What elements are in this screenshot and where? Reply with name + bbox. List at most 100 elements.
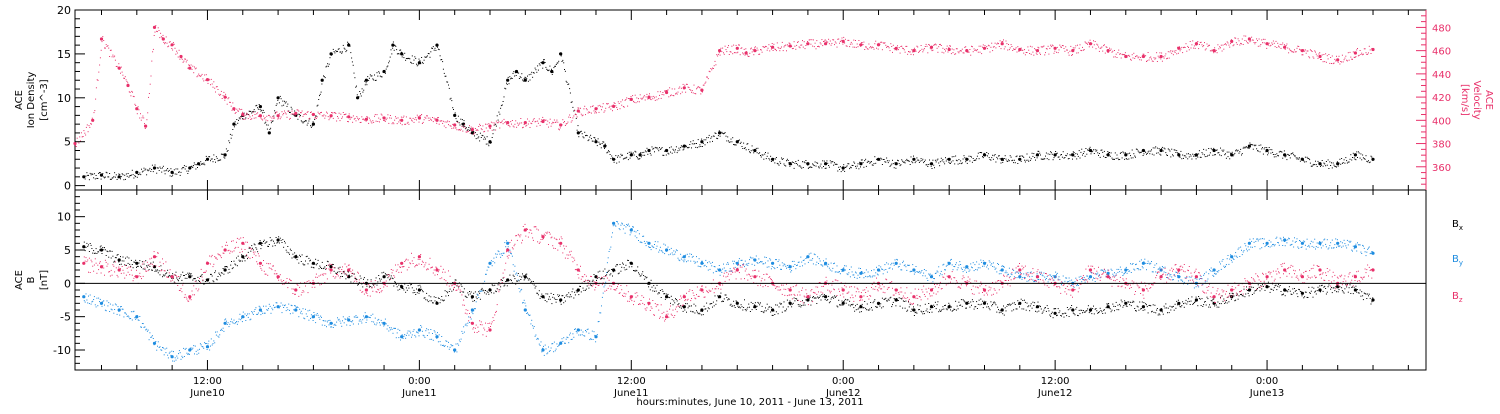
velocity-point [100, 37, 103, 40]
bottom-ylabel-line-3: [nT] [39, 270, 50, 290]
velocity-point [277, 114, 280, 117]
top-y-tick-label: 0 [64, 180, 71, 193]
top-y2label-line-2: Velocity [1471, 80, 1482, 119]
bz-point [188, 295, 191, 298]
ion-density-point [506, 79, 509, 82]
velocity-point [824, 42, 827, 45]
bz-point [1318, 268, 1321, 271]
by-point [506, 242, 509, 245]
bx-point [842, 302, 845, 305]
bottom-y-tick-label: 10 [57, 211, 71, 224]
bz-point [842, 288, 845, 291]
bx-point [1371, 298, 1374, 301]
x-axis-title: hours:minutes, June 10, 2011 - June 13, … [636, 397, 863, 408]
velocity-point [1318, 55, 1321, 58]
bx-point [118, 258, 121, 261]
bottom-y-tick-label: -10 [53, 344, 71, 357]
ion-density-point [639, 153, 642, 156]
ion-density-point [1213, 149, 1216, 152]
velocity-point [1336, 58, 1339, 61]
top-y-tick-label: 15 [57, 48, 71, 61]
by-point [1230, 255, 1233, 258]
top-y-tick-label: 20 [57, 4, 71, 17]
by-point [1124, 268, 1127, 271]
bz-point [365, 288, 368, 291]
top-y2-tick-label: 380 [1432, 140, 1451, 151]
bx-point [471, 295, 474, 298]
bx-point [1054, 312, 1057, 315]
velocity-point [435, 119, 438, 122]
ion-density-point [365, 79, 368, 82]
top-y2-tick-label: 440 [1432, 70, 1451, 81]
bx-point [418, 288, 421, 291]
velocity-point [488, 125, 491, 128]
by-point [1336, 242, 1339, 245]
by-point [1248, 242, 1251, 245]
bx-point [1089, 308, 1092, 311]
x-tick-time-label: 12:00 [193, 376, 222, 387]
ion-density-point [1160, 149, 1163, 152]
bz-point [1071, 288, 1074, 291]
top-y2-tick-label: 420 [1432, 93, 1451, 104]
bz-point [418, 255, 421, 258]
bz-point [435, 268, 438, 271]
bx-point [241, 255, 244, 258]
ion-density-point [1248, 145, 1251, 148]
by-point [206, 345, 209, 348]
velocity-point [73, 142, 76, 145]
velocity-point [1036, 49, 1039, 52]
top-y-tick-label: 5 [64, 136, 71, 149]
bottom-y-tick-label: -5 [60, 311, 71, 324]
velocity-point [471, 128, 474, 131]
top-y2label-line-1: ACE [1483, 90, 1494, 110]
bz-point [559, 242, 562, 245]
legend-bz-sub: z [1459, 296, 1463, 304]
ion-density-point [391, 44, 394, 47]
by-point [82, 295, 85, 298]
by-point [1301, 242, 1304, 245]
by-point [294, 308, 297, 311]
bz-point [1018, 268, 1021, 271]
bz-point [400, 262, 403, 265]
bx-point [224, 268, 227, 271]
bottom-ylabel-line-1: ACE [14, 270, 25, 290]
bz-point [753, 275, 756, 278]
top-ylabel-line-1: ACE [14, 90, 25, 110]
top-y2-tick-label: 400 [1432, 116, 1451, 127]
x-tick-time-label: 0:00 [408, 376, 430, 387]
by-point [224, 322, 227, 325]
top-y2-tick-label: 480 [1432, 23, 1451, 34]
bottom-y-tick-label: 0 [64, 277, 71, 290]
bottom-y-tick-label: 5 [64, 244, 71, 257]
x-tick-time-label: 12:00 [1041, 376, 1070, 387]
velocity-point [948, 48, 951, 51]
ion-density-point [824, 162, 827, 165]
ion-density-point [259, 105, 262, 108]
top-ylabel-line-2: Ion Density [26, 72, 37, 129]
velocity-point [400, 119, 403, 122]
velocity-point [736, 47, 739, 50]
ion-density-point [1124, 153, 1127, 156]
velocity-point [347, 115, 350, 118]
velocity-point [1160, 55, 1163, 58]
legend-bx-sub: x [1459, 224, 1463, 232]
x-tick-date-label: June10 [189, 388, 225, 399]
by-point [612, 222, 615, 225]
top-y2-tick-label: 360 [1432, 163, 1451, 174]
bz-point [506, 248, 509, 251]
x-tick-date-label: June11 [401, 388, 437, 399]
by-point [1001, 268, 1004, 271]
bz-point [859, 295, 862, 298]
bx-point [82, 245, 85, 248]
bx-point [524, 275, 527, 278]
x-tick-time-label: 0:00 [1256, 376, 1278, 387]
bx-point [559, 298, 562, 301]
bx-point [188, 275, 191, 278]
bz-point [665, 315, 668, 318]
velocity-point [1354, 51, 1357, 54]
bz-point [789, 288, 792, 291]
x-tick-time-label: 0:00 [832, 376, 854, 387]
x-tick-date-label: June13 [1249, 388, 1285, 399]
